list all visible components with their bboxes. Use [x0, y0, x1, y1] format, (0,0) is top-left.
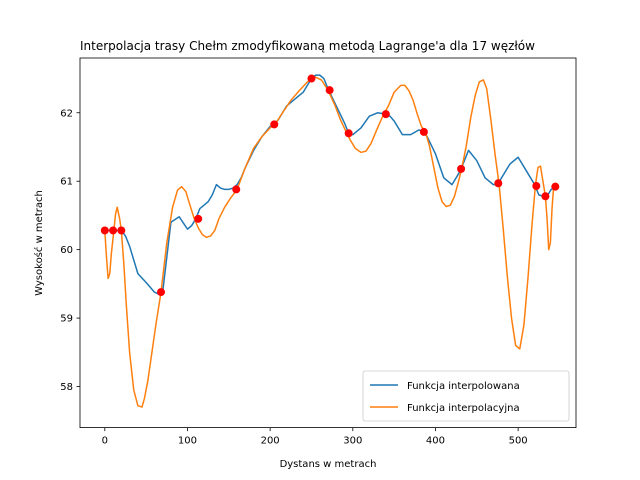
- x-tick-label: 100: [178, 436, 197, 447]
- node-point: [532, 181, 541, 190]
- legend-box: [362, 370, 570, 422]
- node-point: [494, 179, 503, 188]
- node-point: [551, 182, 560, 191]
- legend: Funkcja interpolowana Funkcja interpolac…: [362, 370, 570, 422]
- y-tick-label: 61: [60, 177, 73, 188]
- series-line-0: [104, 74, 556, 295]
- node-point: [117, 226, 126, 235]
- x-tick-label: 200: [261, 436, 280, 447]
- chart-title: Interpolacja trasy Chełm zmodyfikowaną m…: [80, 39, 535, 53]
- node-point: [232, 185, 241, 194]
- x-axis-label: Dystans w metrach: [280, 459, 377, 470]
- plot-frame: [79, 57, 577, 429]
- y-axis-label: Wysokość w metrach: [33, 190, 45, 296]
- y-tick-label: 62: [60, 108, 73, 119]
- node-point: [307, 74, 316, 83]
- node-point: [157, 288, 166, 297]
- node-point: [194, 214, 203, 223]
- node-point: [325, 86, 334, 95]
- y-tick-label: 60: [60, 245, 73, 256]
- y-tick-label: 59: [60, 314, 73, 325]
- y-tick-label: 58: [60, 382, 73, 393]
- node-point: [419, 127, 428, 136]
- node-point: [100, 226, 109, 235]
- plot-area: [100, 74, 560, 408]
- legend-label-interpolating: Funkcja interpolacyjna: [407, 403, 520, 414]
- node-point: [381, 110, 390, 119]
- x-tick-label: 0: [102, 436, 108, 447]
- x-tick-label: 500: [509, 436, 528, 447]
- node-point: [109, 226, 118, 235]
- legend-label-interpolated: Funkcja interpolowana: [407, 381, 520, 392]
- x-tick-label: 300: [343, 436, 362, 447]
- node-point: [270, 120, 279, 129]
- x-tick-label: 400: [426, 436, 445, 447]
- node-point: [457, 164, 466, 173]
- node-point: [541, 192, 550, 201]
- node-point: [344, 129, 353, 138]
